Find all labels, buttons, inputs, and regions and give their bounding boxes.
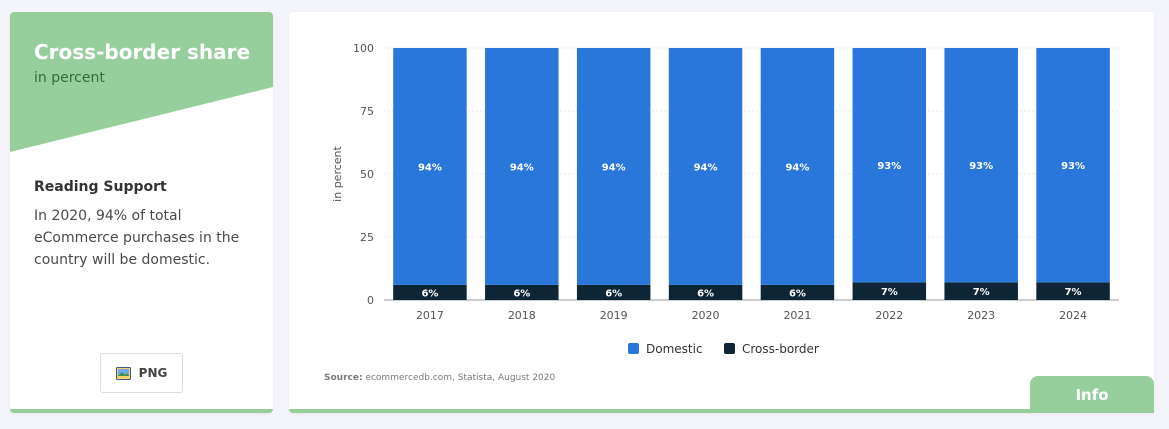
bar-cross-border-2017 [393,284,467,300]
source-label: Source: [324,373,363,383]
bar-domestic-2018 [485,48,559,285]
sidebar-card: Cross-border share in percent Reading Su… [10,12,273,413]
info-button[interactable]: Info [1030,376,1154,413]
bar-domestic-2019 [576,48,651,285]
y-axis-title: in percent [331,145,344,201]
data-label: 94% [418,162,442,173]
bar-cross-border-2022 [852,282,927,300]
y-tick-label: 50 [360,168,374,181]
bar-domestic-2017 [393,48,467,285]
y-tick-label: 75 [360,105,374,118]
x-tick-label: 2019 [600,309,628,322]
data-label: 94% [602,162,626,173]
bar-layer: 6% 94% 6% 94% 6% 94% 6% 94% 6% 94% 7% 93% 7% 93% 7% 93% [393,48,1110,300]
legend-label: Domestic [646,342,703,356]
png-download-button[interactable]: PNG [100,353,183,393]
legend-layer: Domestic Cross-border [628,342,819,356]
data-label: 94% [694,162,718,173]
chart-subtitle: in percent [34,70,105,86]
x-tick-label: 2022 [875,309,903,322]
x-tick-label: 2020 [692,309,720,322]
bar-cross-border-2024 [1036,282,1110,300]
header-banner [10,12,273,152]
bar-cross-border-2023 [944,282,1018,300]
legend-swatch-domestic [628,343,639,354]
source-text: ecommercedb.com, Statista, August 2020 [365,373,556,383]
image-icon [115,366,131,380]
x-tick-label: 2024 [1059,309,1087,322]
bar-domestic-2024 [1036,48,1110,283]
data-label: 93% [1061,161,1085,172]
data-label: 7% [1065,287,1082,298]
chart-card: 0 25 50 75 100 in percent 2017 2018 2019 2020 2021… [289,12,1154,413]
data-label: 93% [969,161,993,172]
data-label: 94% [785,162,809,173]
reading-support-title: Reading Support [34,179,167,195]
y-tick-label: 0 [367,294,374,307]
legend-label: Cross-border [742,342,819,356]
data-label: 6% [605,288,622,299]
y-tick-label: 100 [353,42,374,55]
x-tick-label: 2021 [783,309,811,322]
data-label: 7% [973,287,990,298]
x-tick-label: 2017 [416,309,444,322]
bar-domestic-2022 [852,48,927,283]
data-label: 6% [697,288,714,299]
bar-domestic-2020 [668,48,743,285]
axis-layer: 0 25 50 75 100 in percent 2017 2018 2019 2020 2021… [331,42,1119,322]
y-tick-label: 25 [360,231,374,244]
legend-swatch-cross-border [724,343,735,354]
source-note: Source: ecommercedb.com, Statista, Augus… [324,373,555,383]
bar-domestic-2021 [760,48,835,285]
data-label: 7% [881,287,898,298]
bar-cross-border-2019 [576,284,651,300]
sidebar-header: Cross-border share in percent [10,12,273,164]
x-tick-label: 2018 [508,309,536,322]
x-tick-label: 2023 [967,309,995,322]
chart-title: Cross-border share [34,40,251,64]
data-label: 93% [877,161,901,172]
png-button-label: PNG [138,366,168,380]
data-label: 6% [421,288,438,299]
data-label: 6% [789,288,806,299]
bar-domestic-2023 [944,48,1018,283]
reading-support-text: In 2020, 94% of total eCommerce purchase… [34,208,240,268]
bar-cross-border-2021 [760,284,835,300]
bar-cross-border-2020 [668,284,743,300]
bar-cross-border-2018 [485,284,559,300]
data-label: 94% [510,162,534,173]
data-label: 6% [513,288,530,299]
bar-chart: 0 25 50 75 100 in percent 2017 2018 2019 2020 2021… [331,42,1119,356]
